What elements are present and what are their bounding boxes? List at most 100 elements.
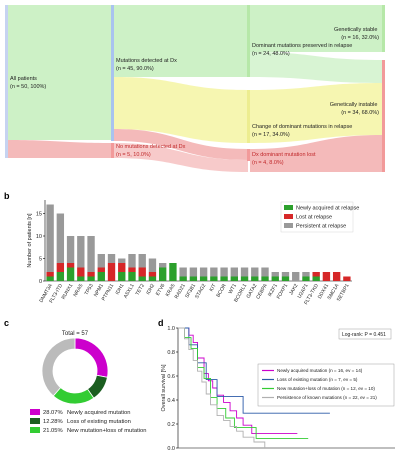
bar-segment (240, 267, 249, 277)
label-mut-detected: Mutations detected at Dx (n = 45, 90.0%) (116, 58, 178, 72)
y-tick-label: 0 (39, 279, 42, 285)
bar-segment (158, 267, 167, 281)
flow-change-to-instable (250, 83, 382, 143)
bar-segment (189, 276, 198, 281)
km-legend-label: Persistence of known mutations (n = 22, … (277, 395, 377, 400)
bar-segment (261, 267, 269, 277)
bar-segment (179, 267, 187, 277)
panel-c: c Total = 57 28.07% Newly acquired mutati… (4, 318, 146, 434)
legend-swatch (284, 214, 293, 219)
bar-segment (281, 272, 290, 277)
label-all-patients: All patients (n = 50, 100%) (10, 76, 46, 90)
y-tick-label: 0.6 (167, 374, 175, 380)
donut-slice (52, 387, 95, 405)
node-instable (382, 60, 385, 172)
bar-segment (77, 267, 85, 277)
node-preserved (247, 5, 250, 77)
bar-segment (107, 263, 116, 281)
km-legend: Newly acquired mutation (n = 16, ev = 14… (257, 363, 395, 407)
bar-segment (251, 276, 259, 281)
bar-segment (220, 276, 228, 281)
x-tick-label: TET2 (135, 283, 146, 297)
bar-segment (230, 267, 239, 277)
bar-segment (97, 254, 105, 268)
bar-segment (87, 236, 95, 272)
y-tick-label: 15 (36, 212, 42, 218)
bar-segment (128, 254, 136, 268)
bar-segment (251, 267, 259, 277)
bar-segment (281, 276, 290, 281)
km-legend-label: Newly acquired mutation (n = 16, ev = 14… (277, 368, 363, 373)
logrank-box: Log-rank: P = 0.451 (338, 328, 392, 340)
bar-segment (199, 276, 208, 281)
node-lost (247, 149, 250, 161)
km-legend-label: Loss of existing mutation (n = 7, ev = 5… (277, 377, 358, 382)
node-change (247, 90, 250, 143)
flow-preserved-to-instable (250, 52, 382, 83)
bar-segment (97, 267, 105, 272)
bar-segment (66, 263, 75, 268)
bar-segment (148, 276, 157, 281)
bar-segment (56, 213, 65, 263)
node-all-patients (5, 5, 8, 158)
flow-mut-to-change (114, 77, 248, 143)
bar-segment (302, 272, 310, 277)
label-no-mut: No mutations detected at Dx (n = 5, 10.0… (116, 144, 187, 158)
legend-swatch (30, 409, 40, 415)
bar-segment (343, 276, 351, 281)
y-tick-label: 5 (39, 257, 42, 263)
y-tick-label: 0.8 (167, 350, 175, 356)
legend-pct: 12.28% (43, 419, 63, 425)
bar-segment (118, 272, 126, 281)
bar-segment (77, 276, 85, 281)
bar-segment (169, 263, 177, 281)
km-curve (178, 327, 309, 439)
donut-chart (41, 337, 109, 405)
x-tick-label: TP53 (84, 283, 95, 297)
x-tick-label: JAK2 (288, 283, 299, 297)
bar-segment (322, 272, 331, 281)
bar-segment (87, 276, 95, 281)
flow-preserved-to-stable (250, 5, 382, 52)
bar-segment (128, 272, 136, 281)
bar-legend: Newly acquired at relapse Lost at relapse… (280, 201, 359, 233)
x-tick-label: IDH2 (145, 283, 156, 296)
bar-segment (107, 254, 116, 263)
legend-label: Loss of existing mutation (67, 419, 131, 425)
bar-segment (148, 258, 157, 272)
bar-segment (189, 267, 198, 277)
panel-c-label: c (4, 318, 9, 328)
bar-segment (87, 272, 95, 277)
bar-segment (199, 267, 208, 277)
flow-nomut-to-right (114, 143, 248, 172)
bar-segment (128, 267, 136, 272)
bar-segment (138, 267, 146, 277)
bar-segment (179, 276, 187, 281)
bar-segment (271, 272, 279, 277)
bar-segment (46, 272, 54, 277)
bar-segment (210, 267, 218, 277)
bar-segment (138, 276, 146, 281)
bar-segment (56, 263, 65, 272)
bar-segment (118, 258, 126, 263)
node-stable (382, 5, 385, 52)
node-no-mut (111, 143, 114, 158)
label-stable: Genetically stable (n = 16, 32.0%) (334, 27, 379, 41)
legend-label: Persistent at relapse (296, 224, 346, 230)
km-curve (178, 327, 266, 448)
y-tick-label: 0.0 (167, 446, 175, 450)
bar-segment (312, 276, 320, 281)
flow-mut-to-preserved (114, 5, 248, 77)
flow-all-to-mut (8, 5, 112, 140)
bar-segment (66, 267, 75, 281)
bar-segment (230, 276, 239, 281)
donut-slice (74, 337, 109, 378)
bar-segment (77, 236, 85, 268)
bar-segment (56, 272, 65, 281)
legend-pct: 21.05% (43, 428, 63, 434)
x-tick-label: KIT (208, 283, 217, 293)
bar-segment (292, 272, 300, 281)
